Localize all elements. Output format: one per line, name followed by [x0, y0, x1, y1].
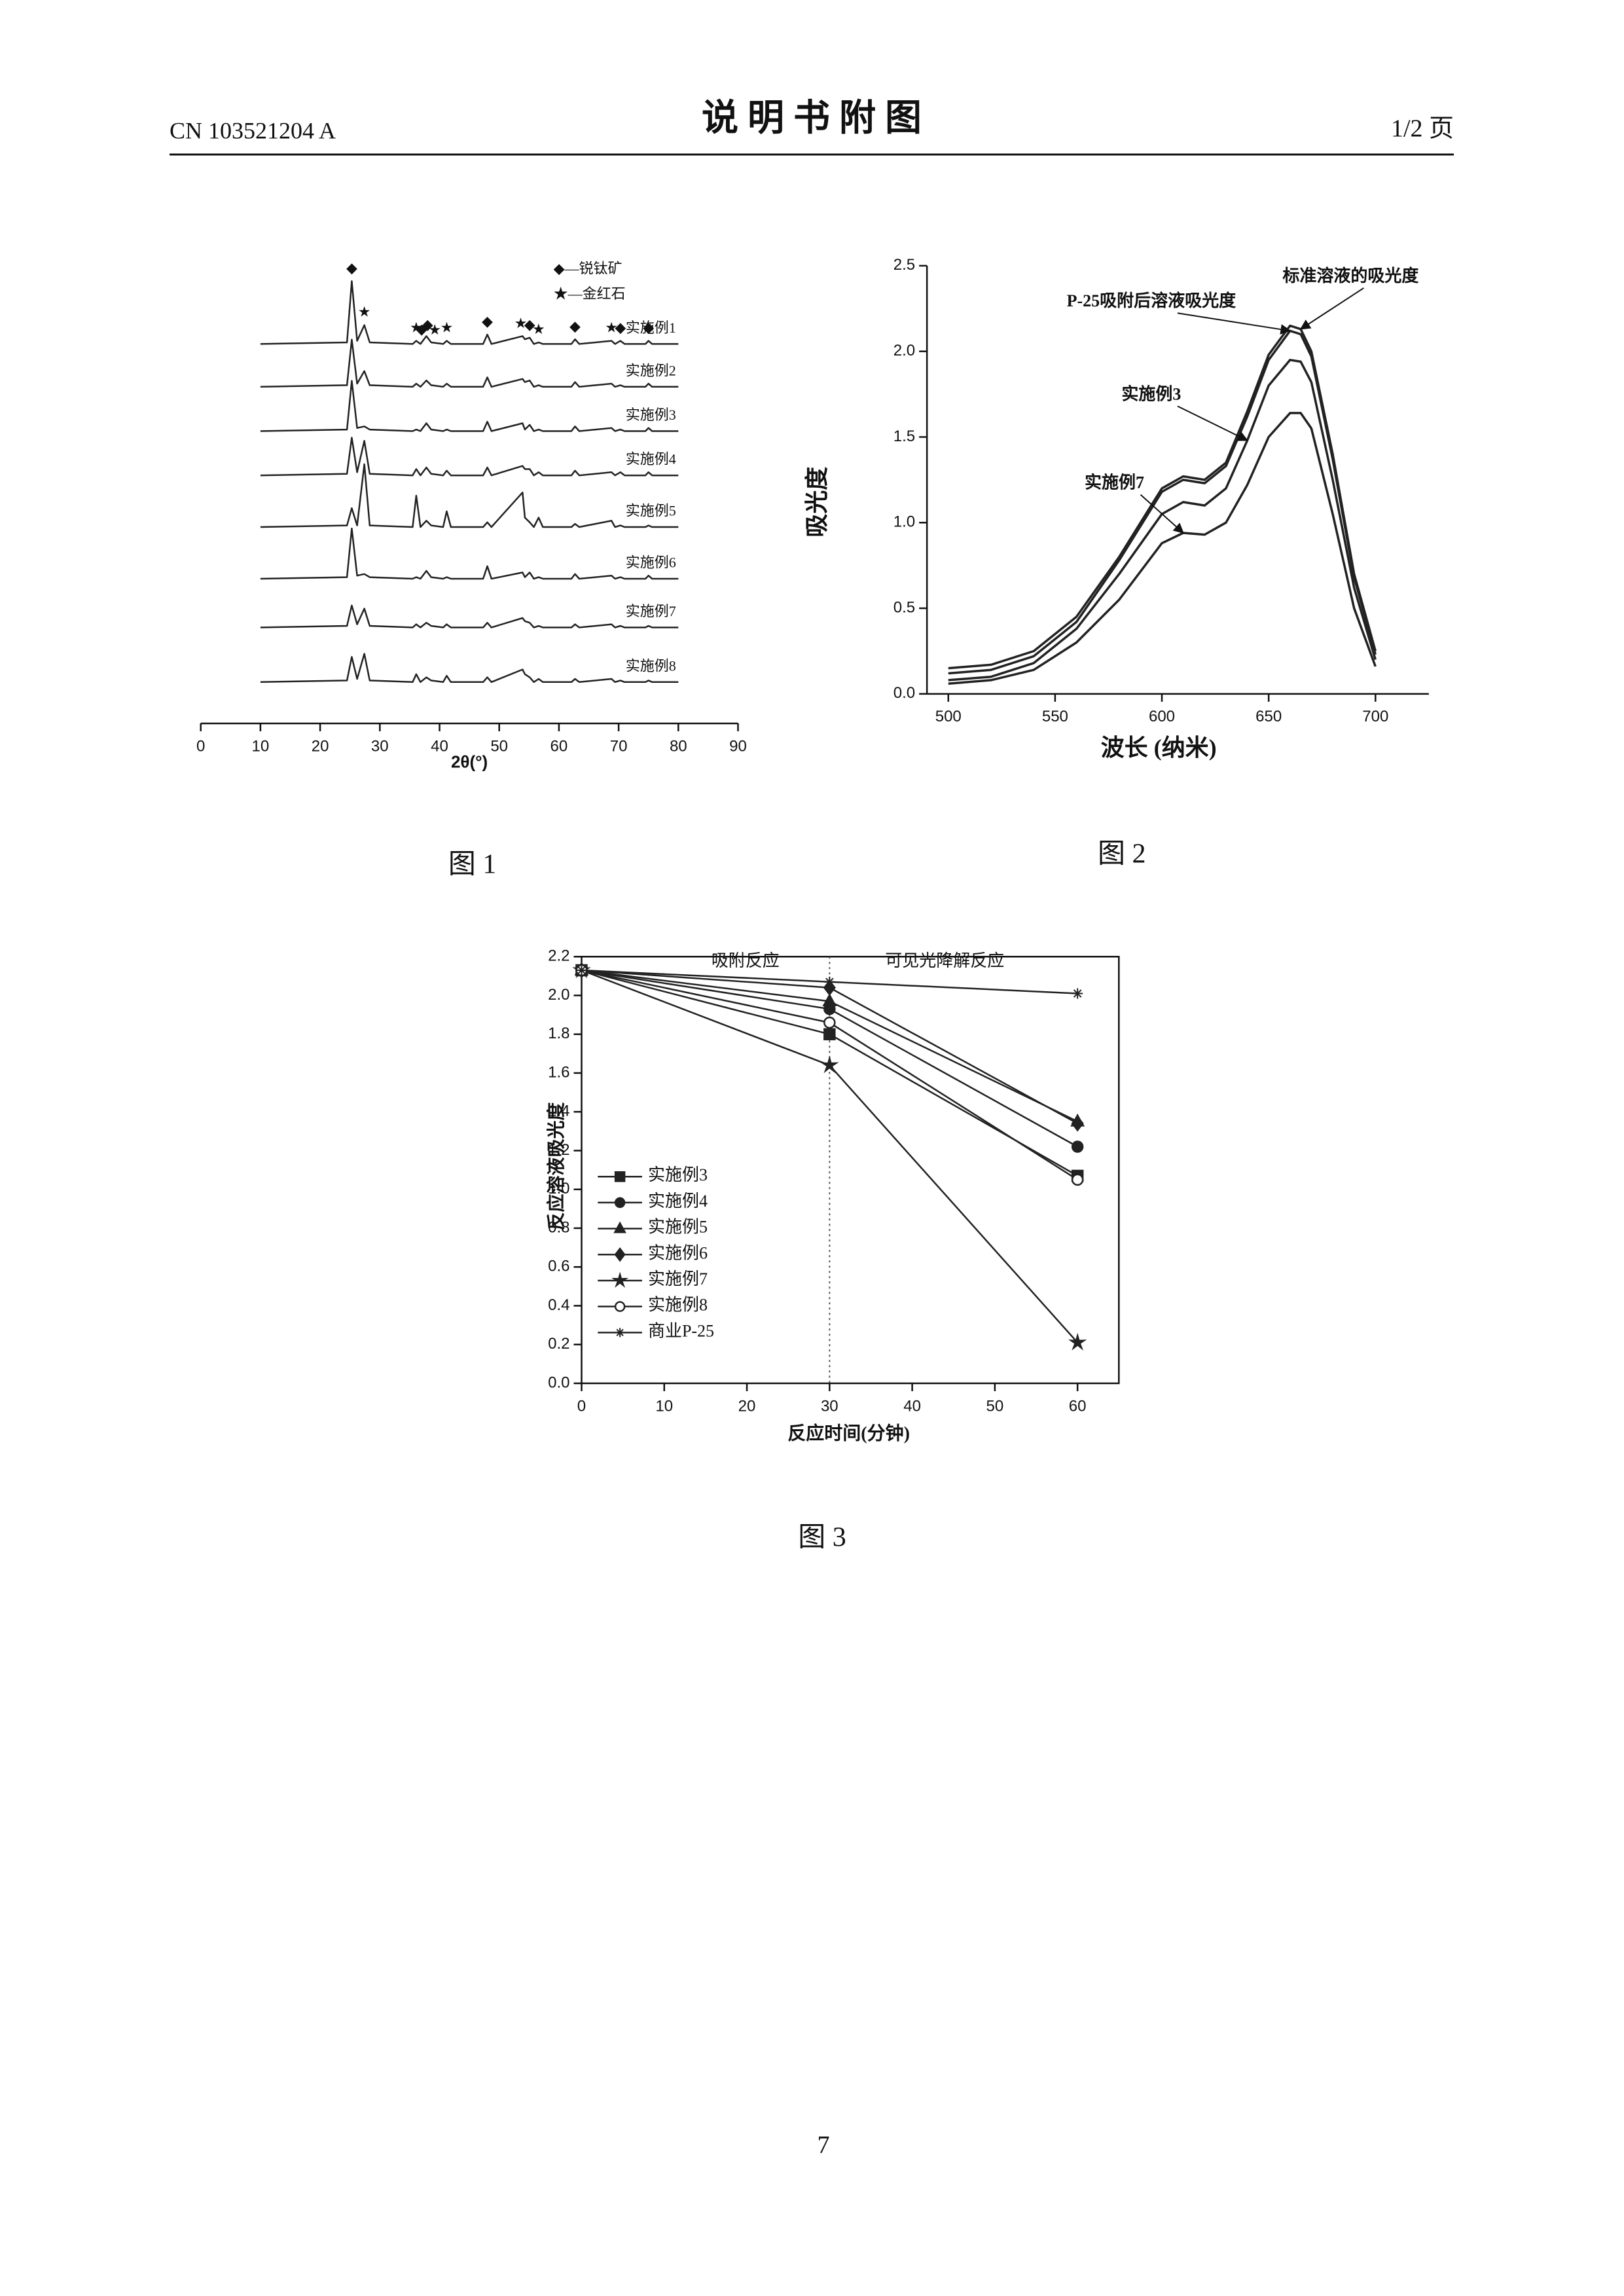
phase-marker: ★ — [358, 304, 371, 320]
trace-label: 实施例8 — [626, 657, 676, 674]
phase-marker: ◆ — [346, 259, 357, 276]
legend-entry: 实施例6 — [648, 1243, 708, 1262]
series-label: 标准溶液的吸光度 — [1282, 266, 1418, 285]
point-marker — [615, 1198, 624, 1207]
point-marker — [1072, 989, 1083, 999]
x-tick-label: 60 — [1069, 1397, 1087, 1415]
x-tick-label: 90 — [729, 737, 747, 755]
x-tick-label: 700 — [1362, 708, 1388, 725]
y-tick-label: 0.4 — [548, 1296, 569, 1314]
x-tick-label: 10 — [655, 1397, 673, 1415]
x-tick-label: 70 — [610, 737, 628, 755]
legend-entry: 实施例8 — [648, 1296, 708, 1315]
figure-caption: 图 3 — [798, 1523, 846, 1553]
y-tick-label: 1.6 — [548, 1063, 569, 1081]
legend-entry: ★—金红石 — [554, 285, 626, 302]
trace-label: 实施例7 — [626, 603, 676, 619]
x-tick-label: 0 — [577, 1397, 586, 1415]
doc-number: CN 103521204 A — [170, 117, 336, 143]
x-tick-label: 30 — [371, 737, 389, 755]
page-canvas: CN 103521204 A 说 明 书 附 图 1/2 页 7 0 10 20 30… — [0, 0, 1624, 2296]
y-tick-label: 1.8 — [548, 1025, 569, 1042]
y-tick-label: 0.6 — [548, 1258, 569, 1275]
x-axis-label: 2θ(°) — [451, 752, 488, 772]
phase-marker: ★ — [441, 319, 454, 336]
page-title: 说 明 书 附 图 — [702, 98, 922, 139]
series-label: P-25吸附后溶液吸光度 — [1067, 291, 1236, 310]
phase-marker: ◆ — [569, 318, 581, 334]
trace-label: 实施例6 — [626, 554, 676, 570]
y-tick-label: 2.2 — [548, 947, 569, 965]
x-tick-label: 40 — [431, 737, 448, 755]
annotation: 吸附反应 — [712, 951, 780, 970]
page-number: 7 — [818, 2132, 830, 2159]
legend-entry: 实施例5 — [648, 1218, 708, 1237]
trace-label: 实施例4 — [626, 451, 676, 467]
x-tick-label: 50 — [490, 737, 508, 755]
point-marker — [1072, 1175, 1083, 1185]
x-tick-label: 40 — [903, 1397, 921, 1415]
x-tick-label: 80 — [670, 737, 687, 755]
x-tick-label: 60 — [550, 737, 568, 755]
y-tick-label: 0.5 — [893, 598, 915, 616]
point-marker — [615, 1302, 624, 1311]
x-tick-label: 50 — [986, 1397, 1004, 1415]
y-tick-label: 1.0 — [893, 513, 915, 531]
phase-marker: ◆ — [643, 319, 654, 336]
series-label: 实施例7 — [1085, 473, 1144, 492]
phase-marker: ◆ — [482, 313, 493, 329]
y-tick-label: 2.0 — [548, 986, 569, 1004]
legend-entry: 实施例7 — [648, 1269, 708, 1288]
y-tick-label: 0.2 — [548, 1335, 569, 1353]
point-marker — [615, 1172, 624, 1181]
x-tick-label: 30 — [821, 1397, 839, 1415]
x-axis-label: 波长 (纳米) — [1101, 735, 1217, 761]
x-tick-label: 550 — [1042, 708, 1068, 725]
phase-marker: ★ — [532, 321, 545, 337]
phase-marker: ◆ — [615, 319, 626, 336]
annotation: 可见光降解反应 — [885, 951, 1004, 970]
point-marker — [824, 977, 835, 987]
point-marker — [1072, 1142, 1083, 1152]
point-marker — [576, 965, 586, 975]
page-of: 1/2 页 — [1391, 115, 1454, 143]
y-axis-label: 吸光度 — [804, 467, 830, 538]
y-tick-label: 0.0 — [548, 1374, 569, 1391]
y-tick-label: 2.0 — [893, 342, 915, 359]
figure-caption: 图 2 — [1098, 839, 1146, 869]
page: {"header": {"doc_number": "CN 103521204 … — [0, 0, 1624, 2296]
legend-entry: ◆—锐钛矿 — [554, 261, 623, 277]
y-tick-label: 0.0 — [893, 684, 915, 702]
y-tick-label: 2.5 — [893, 256, 915, 274]
series-label: 实施例3 — [1121, 384, 1181, 403]
figure-caption: 图 1 — [448, 849, 497, 879]
y-axis-label: 反应溶液吸光度 — [545, 1102, 567, 1230]
x-axis-label: 反应时间(分钟) — [787, 1422, 910, 1444]
legend-entry: 实施例4 — [648, 1192, 708, 1211]
x-tick-label: 10 — [252, 737, 270, 755]
trace-label: 实施例3 — [626, 407, 676, 423]
x-tick-label: 0 — [196, 737, 205, 755]
background — [0, 0, 1624, 2296]
phase-marker: ★ — [428, 321, 441, 338]
x-tick-label: 650 — [1255, 708, 1282, 725]
trace-label: 实施例2 — [626, 362, 676, 378]
x-tick-label: 600 — [1149, 708, 1175, 725]
trace-label: 实施例5 — [626, 503, 676, 519]
y-tick-label: 1.5 — [893, 428, 915, 445]
point-marker — [824, 1017, 835, 1028]
legend-entry: 实施例3 — [648, 1165, 708, 1184]
x-tick-label: 500 — [935, 708, 962, 725]
x-tick-label: 20 — [312, 737, 329, 755]
x-tick-label: 20 — [738, 1397, 756, 1415]
point-marker — [824, 1029, 835, 1040]
legend-entry: 商业P-25 — [648, 1321, 714, 1340]
